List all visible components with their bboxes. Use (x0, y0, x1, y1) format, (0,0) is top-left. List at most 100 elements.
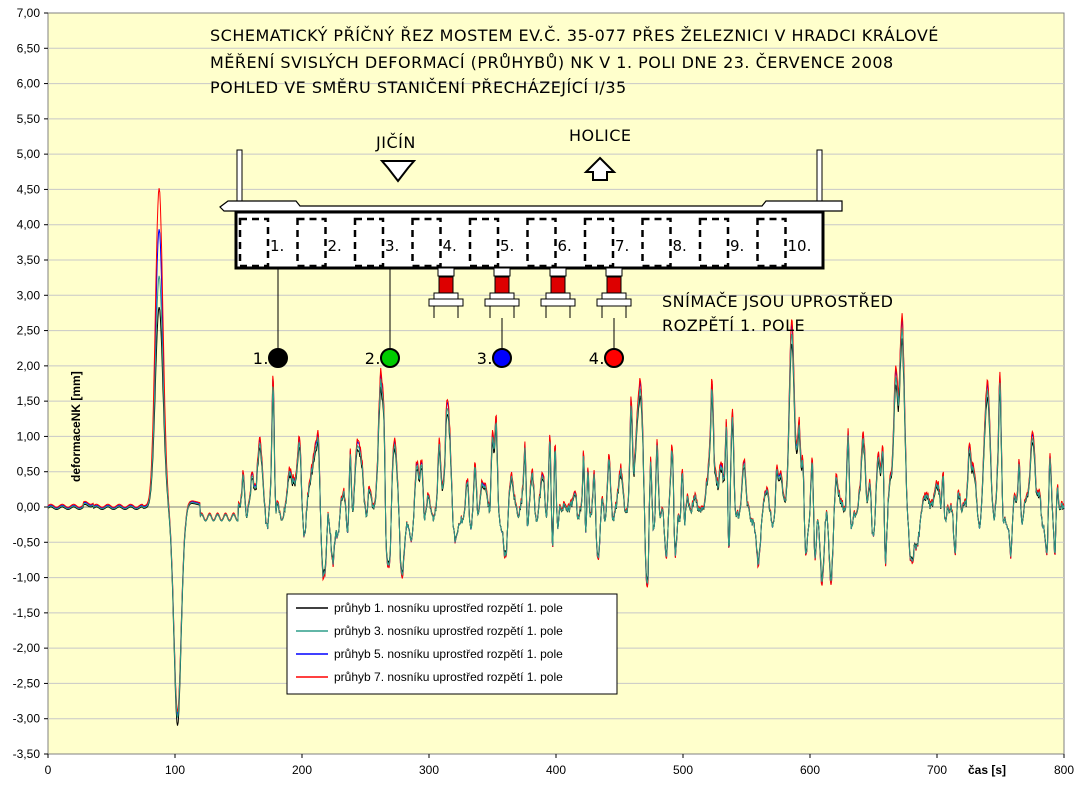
y-tick-label: 6,00 (17, 77, 41, 91)
beam-outline (353, 217, 385, 268)
sensor-mount (493, 267, 511, 277)
sensor-label: 4. (589, 349, 605, 368)
y-tick-label: 7,00 (17, 6, 41, 20)
x-tick-label: 300 (419, 763, 439, 777)
y-tick-label: 5,50 (17, 112, 41, 126)
beam-outline (238, 217, 270, 268)
sensor-mount (549, 267, 567, 277)
y-tick-label: 2,50 (17, 324, 41, 338)
beam-label: 7. (615, 237, 629, 255)
y-tick-label: 4,50 (17, 182, 41, 196)
bridge-schematic: JIČÍN HOLICE 1. 2. 3. 4. 5. 6. 7. 8. 9. 10. SNÍMA… (219, 126, 894, 368)
y-tick-label: -3,50 (13, 747, 41, 761)
arrow-down-icon (379, 160, 417, 183)
y-tick-label: 5,00 (17, 147, 41, 161)
x-tick-label: 400 (546, 763, 566, 777)
y-tick-label: 3,00 (17, 288, 41, 302)
title-line-3: POHLED VE SMĚRU STANIČENÍ PŘECHÁZEJÍCÍ I… (210, 78, 627, 97)
sensor-device (550, 276, 566, 294)
y-tick-label: 1,50 (17, 394, 41, 408)
sensor-note-line-2: ROZPĚTÍ 1. POLE (662, 316, 805, 335)
beam-label: 3. (385, 237, 399, 255)
beam-outline (641, 217, 672, 268)
title-line-2: MĚŘENÍ SVISLÝCH DEFORMACÍ (PRŮHYBŮ) NK V… (210, 53, 894, 72)
y-tick-label: 0,50 (17, 465, 41, 479)
sensor-label: 1. (253, 349, 269, 368)
y-tick-label: -0,50 (13, 535, 41, 549)
right-railing (816, 149, 823, 203)
sensor-marker (268, 348, 288, 368)
legend-box (286, 593, 618, 695)
beam-label: 4. (443, 237, 457, 255)
y-tick-label: 1,00 (17, 429, 41, 443)
y-tick-label: 6,50 (17, 41, 41, 55)
deck-slab (219, 200, 843, 212)
series-line-2 (47, 275, 1065, 718)
sensor-base (489, 292, 515, 300)
y-axis: 7,00 6,50 6,00 5,50 5,00 4,50 4,00 3,50 3,00 2,50… (13, 6, 48, 761)
beam-outline (468, 217, 500, 268)
sensor-base (433, 292, 459, 300)
beam-label: 6. (558, 237, 572, 255)
x-tick-label: 200 (292, 763, 312, 777)
sensor-marker (492, 348, 512, 368)
beam-label: 8. (673, 237, 687, 255)
y-tick-label: -2,00 (13, 641, 41, 655)
sensor-marker (380, 348, 400, 368)
beam-outline (756, 217, 787, 268)
direction-jicin-label: JIČÍN (375, 133, 416, 152)
sensor-device (494, 276, 510, 294)
y-tick-label: -1,00 (13, 571, 41, 585)
series-group (47, 188, 1065, 726)
sensor-device (606, 276, 622, 294)
y-tick-label: 2,00 (17, 359, 41, 373)
legend-label: průhyb 1. nosníku uprostřed rozpětí 1. p… (334, 601, 563, 615)
x-tick-label: 100 (165, 763, 185, 777)
legend-label: průhyb 3. nosníku uprostřed rozpětí 1. p… (334, 624, 563, 638)
x-tick-label: 0 (45, 763, 52, 777)
x-tick-label: 800 (1054, 763, 1074, 777)
beam-outline (526, 217, 557, 268)
sensor-mount (437, 267, 455, 277)
y-tick-label: -1,50 (13, 606, 41, 620)
title-line-1: SCHEMATICKÝ PŘÍČNÝ ŘEZ MOSTEM EV.Č. 35-0… (210, 26, 939, 45)
beam-label: 1. (270, 237, 284, 255)
y-tick-label: 0,00 (17, 500, 41, 514)
x-tick-label: 600 (800, 763, 820, 777)
sensor-mount (605, 267, 623, 277)
beam-outline (296, 217, 327, 268)
sensor-label: 2. (365, 349, 381, 368)
y-tick-label: 4,00 (17, 218, 41, 232)
sensor-marker (604, 348, 624, 368)
beam-outline (698, 217, 730, 268)
legend: průhyb 1. nosníku uprostřed rozpětí 1. p… (286, 593, 618, 695)
sensor-label: 3. (477, 349, 493, 368)
beam-outline (583, 217, 615, 268)
beam-label: 10. (788, 237, 812, 255)
sensor-base (545, 292, 571, 300)
sensor-base (601, 292, 627, 300)
sensor-stand (540, 298, 576, 307)
arrow-up-icon (583, 156, 617, 181)
legend-label: průhyb 5. nosníku uprostřed rozpětí 1. p… (334, 647, 563, 661)
sensor-stand (428, 298, 464, 307)
legend-label: průhyb 7. nosníku uprostřed rozpětí 1. p… (334, 670, 563, 684)
y-tick-label: -2,50 (13, 676, 41, 690)
left-railing (236, 149, 243, 203)
y-tick-label: -3,00 (13, 712, 41, 726)
x-tick-label: 500 (673, 763, 693, 777)
x-axis-label: čas [s] (968, 763, 1006, 777)
direction-holice-label: HOLICE (569, 126, 632, 145)
sensor-stand (596, 298, 632, 307)
y-tick-label: 3,50 (17, 253, 41, 267)
x-tick-label: 700 (927, 763, 947, 777)
beam-label: 5. (500, 237, 514, 255)
sensor-note-line-1: SNÍMAČE JSOU UPROSTŘED (662, 292, 894, 311)
sensor-device (438, 276, 454, 294)
beam-label: 9. (730, 237, 744, 255)
y-axis-label: deformaceNK [mm] (69, 371, 83, 482)
girder-box (234, 210, 825, 270)
beam-outline (411, 217, 442, 268)
beam-label: 2. (328, 237, 342, 255)
